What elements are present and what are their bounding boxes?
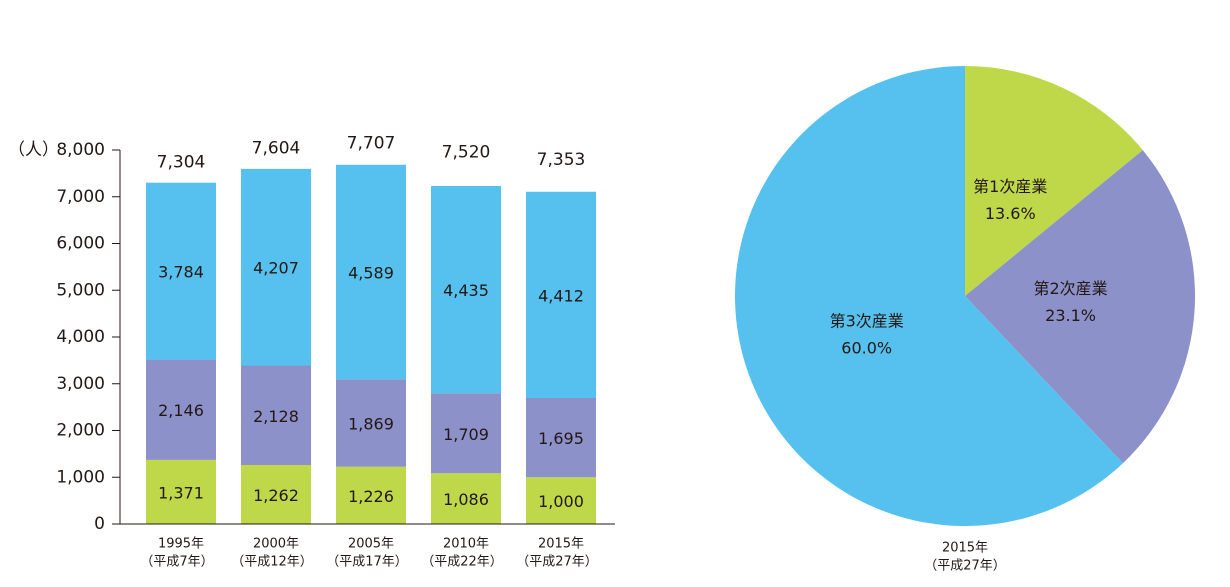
total-label: 7,707 bbox=[347, 134, 396, 154]
value-label: 3,784 bbox=[158, 263, 204, 282]
y-tick-label: 8,000 bbox=[56, 140, 105, 160]
y-tick-label: 7,000 bbox=[56, 187, 105, 207]
x-tick-sublabel: （平成7年） bbox=[140, 555, 213, 570]
y-tick-label: 6,000 bbox=[56, 234, 105, 254]
value-label: 4,412 bbox=[538, 286, 584, 305]
value-label: 1,000 bbox=[538, 492, 584, 511]
x-tick-sublabel: （平成17年） bbox=[326, 555, 408, 570]
slice-value: 60.0% bbox=[841, 339, 892, 358]
y-tick-label: 3,000 bbox=[56, 374, 105, 394]
value-label: 1,226 bbox=[348, 487, 394, 506]
total-label: 7,604 bbox=[252, 139, 301, 159]
pie-subtitle: （平成27年） bbox=[924, 559, 1006, 574]
total-label: 7,353 bbox=[537, 150, 586, 170]
value-label: 4,207 bbox=[253, 259, 299, 278]
value-label: 1,869 bbox=[348, 414, 394, 433]
x-tick-label: 2000年 bbox=[253, 537, 299, 552]
value-label: 1,371 bbox=[158, 483, 204, 502]
value-label: 1,262 bbox=[253, 486, 299, 505]
y-axis-label: （人） bbox=[8, 140, 59, 160]
slice-label: 第3次産業 bbox=[830, 312, 904, 331]
y-tick-label: 4,000 bbox=[56, 327, 105, 347]
slice-label: 第2次産業 bbox=[1033, 279, 1107, 298]
value-label: 2,128 bbox=[253, 407, 299, 426]
y-tick-label: 2,000 bbox=[56, 421, 105, 441]
pie-title: 2015年 bbox=[942, 541, 988, 556]
x-tick-sublabel: （平成22年） bbox=[421, 555, 503, 570]
slice-value: 23.1% bbox=[1045, 306, 1096, 325]
y-tick-label: 1,000 bbox=[56, 467, 105, 487]
x-tick-label: 2015年 bbox=[538, 537, 584, 552]
x-tick-sublabel: （平成12年） bbox=[231, 555, 313, 570]
value-label: 1,086 bbox=[443, 490, 489, 509]
value-label: 1,709 bbox=[443, 425, 489, 444]
x-tick-label: 2005年 bbox=[348, 537, 394, 552]
value-label: 1,695 bbox=[538, 429, 584, 448]
slice-label: 第1次産業 bbox=[973, 177, 1047, 196]
total-label: 7,520 bbox=[442, 142, 491, 162]
x-tick-label: 2010年 bbox=[443, 537, 489, 552]
value-label: 2,146 bbox=[158, 401, 204, 420]
y-tick-label: 0 bbox=[94, 514, 105, 534]
y-tick-label: 5,000 bbox=[56, 280, 105, 300]
total-label: 7,304 bbox=[157, 153, 206, 173]
x-tick-sublabel: （平成27年） bbox=[516, 555, 598, 570]
value-label: 4,589 bbox=[348, 264, 394, 283]
slice-value: 13.6% bbox=[985, 204, 1036, 223]
chart: （人） 0 1,000 2,000 3,000 4,000 5,000 6,000 7,000 8… bbox=[0, 0, 1230, 583]
value-label: 4,435 bbox=[443, 281, 489, 300]
x-tick-label: 1995年 bbox=[158, 537, 204, 552]
